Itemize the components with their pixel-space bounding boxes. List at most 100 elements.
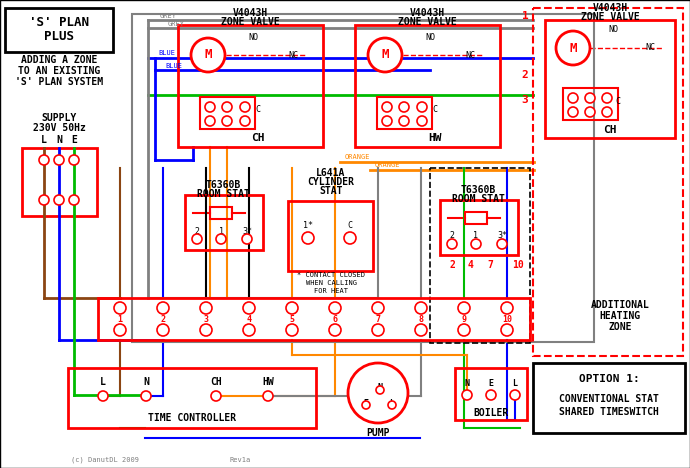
Text: TIME CONTROLLER: TIME CONTROLLER (148, 413, 236, 423)
Text: 1: 1 (522, 11, 529, 21)
Bar (440, 200, 518, 255)
Text: N: N (377, 383, 382, 393)
Circle shape (486, 390, 496, 400)
Circle shape (114, 302, 126, 314)
Text: 4: 4 (467, 260, 473, 270)
Text: FOR HEAT: FOR HEAT (314, 288, 348, 294)
Text: L: L (41, 135, 47, 145)
Bar (563, 88, 618, 120)
Circle shape (388, 401, 396, 409)
Text: 8: 8 (419, 314, 424, 323)
Text: C: C (615, 97, 620, 107)
Text: BLUE: BLUE (158, 50, 175, 56)
Text: ROOM STAT: ROOM STAT (197, 189, 250, 199)
Text: 2: 2 (195, 227, 199, 235)
Circle shape (263, 391, 273, 401)
Circle shape (362, 401, 370, 409)
Circle shape (243, 302, 255, 314)
Circle shape (376, 386, 384, 394)
Circle shape (192, 234, 202, 244)
Text: 2: 2 (449, 260, 455, 270)
Text: HEATING: HEATING (600, 311, 640, 321)
Bar (377, 97, 432, 129)
Circle shape (114, 324, 126, 336)
Circle shape (372, 324, 384, 336)
Text: 2: 2 (161, 314, 166, 323)
Text: E: E (364, 398, 368, 408)
Text: N: N (56, 135, 62, 145)
Text: V4043H: V4043H (233, 8, 268, 18)
Circle shape (211, 391, 221, 401)
Text: L: L (100, 377, 106, 387)
Circle shape (243, 324, 255, 336)
Circle shape (415, 302, 427, 314)
Circle shape (302, 232, 314, 244)
Circle shape (242, 234, 252, 244)
Circle shape (368, 38, 402, 72)
Bar (98, 298, 530, 340)
Text: 'S' PLAN: 'S' PLAN (29, 15, 89, 29)
Circle shape (329, 324, 341, 336)
Text: L: L (389, 398, 395, 408)
Circle shape (382, 116, 392, 126)
Text: 3*: 3* (497, 232, 507, 241)
Circle shape (205, 102, 215, 112)
Bar (22, 148, 97, 216)
Text: CH: CH (210, 377, 222, 387)
Bar (545, 20, 675, 138)
Text: V4043H: V4043H (593, 3, 628, 13)
Text: HW: HW (428, 133, 442, 143)
Bar (355, 25, 500, 147)
Text: 1: 1 (473, 232, 478, 241)
Text: 1: 1 (219, 227, 224, 235)
Text: M: M (569, 42, 577, 54)
Circle shape (54, 155, 64, 165)
Text: 3*: 3* (242, 227, 252, 235)
Text: PLUS: PLUS (44, 29, 74, 43)
Circle shape (497, 239, 507, 249)
Text: GREY: GREY (168, 21, 185, 27)
Bar (178, 25, 323, 147)
Circle shape (69, 195, 79, 205)
Text: V4043H: V4043H (409, 8, 444, 18)
Text: ORANGE: ORANGE (345, 154, 371, 160)
Text: C: C (348, 220, 353, 229)
Text: 3: 3 (522, 95, 529, 105)
Text: L: L (513, 379, 518, 388)
Text: ORANGE: ORANGE (375, 162, 400, 168)
Circle shape (157, 324, 169, 336)
Circle shape (458, 324, 470, 336)
Bar (533, 363, 685, 433)
Bar (210, 207, 232, 219)
Text: E: E (71, 135, 77, 145)
Circle shape (286, 302, 298, 314)
Circle shape (458, 302, 470, 314)
Text: (c) DanutDL 2009: (c) DanutDL 2009 (71, 457, 139, 463)
Circle shape (417, 102, 427, 112)
Text: STAT: STAT (319, 186, 343, 196)
Circle shape (556, 31, 590, 65)
Text: NO: NO (608, 25, 618, 35)
Text: SHARED TIMESWITCH: SHARED TIMESWITCH (559, 407, 659, 417)
Circle shape (69, 155, 79, 165)
Text: 7: 7 (375, 314, 380, 323)
Text: M: M (204, 49, 212, 61)
Circle shape (216, 234, 226, 244)
Text: 2: 2 (449, 232, 455, 241)
Circle shape (240, 116, 250, 126)
Circle shape (286, 324, 298, 336)
Text: HW: HW (262, 377, 274, 387)
Text: Rev1a: Rev1a (229, 457, 250, 463)
Text: ZONE: ZONE (609, 322, 632, 332)
Text: NC: NC (288, 51, 298, 59)
Bar (68, 368, 316, 428)
Text: 'S' PLAN SYSTEM: 'S' PLAN SYSTEM (15, 77, 103, 87)
Text: GREY: GREY (160, 13, 177, 19)
Text: 2: 2 (522, 70, 529, 80)
Circle shape (399, 102, 409, 112)
Text: BLUE: BLUE (165, 63, 182, 69)
Circle shape (462, 390, 472, 400)
Text: CH: CH (603, 125, 617, 135)
Circle shape (200, 302, 212, 314)
Bar (288, 201, 373, 271)
